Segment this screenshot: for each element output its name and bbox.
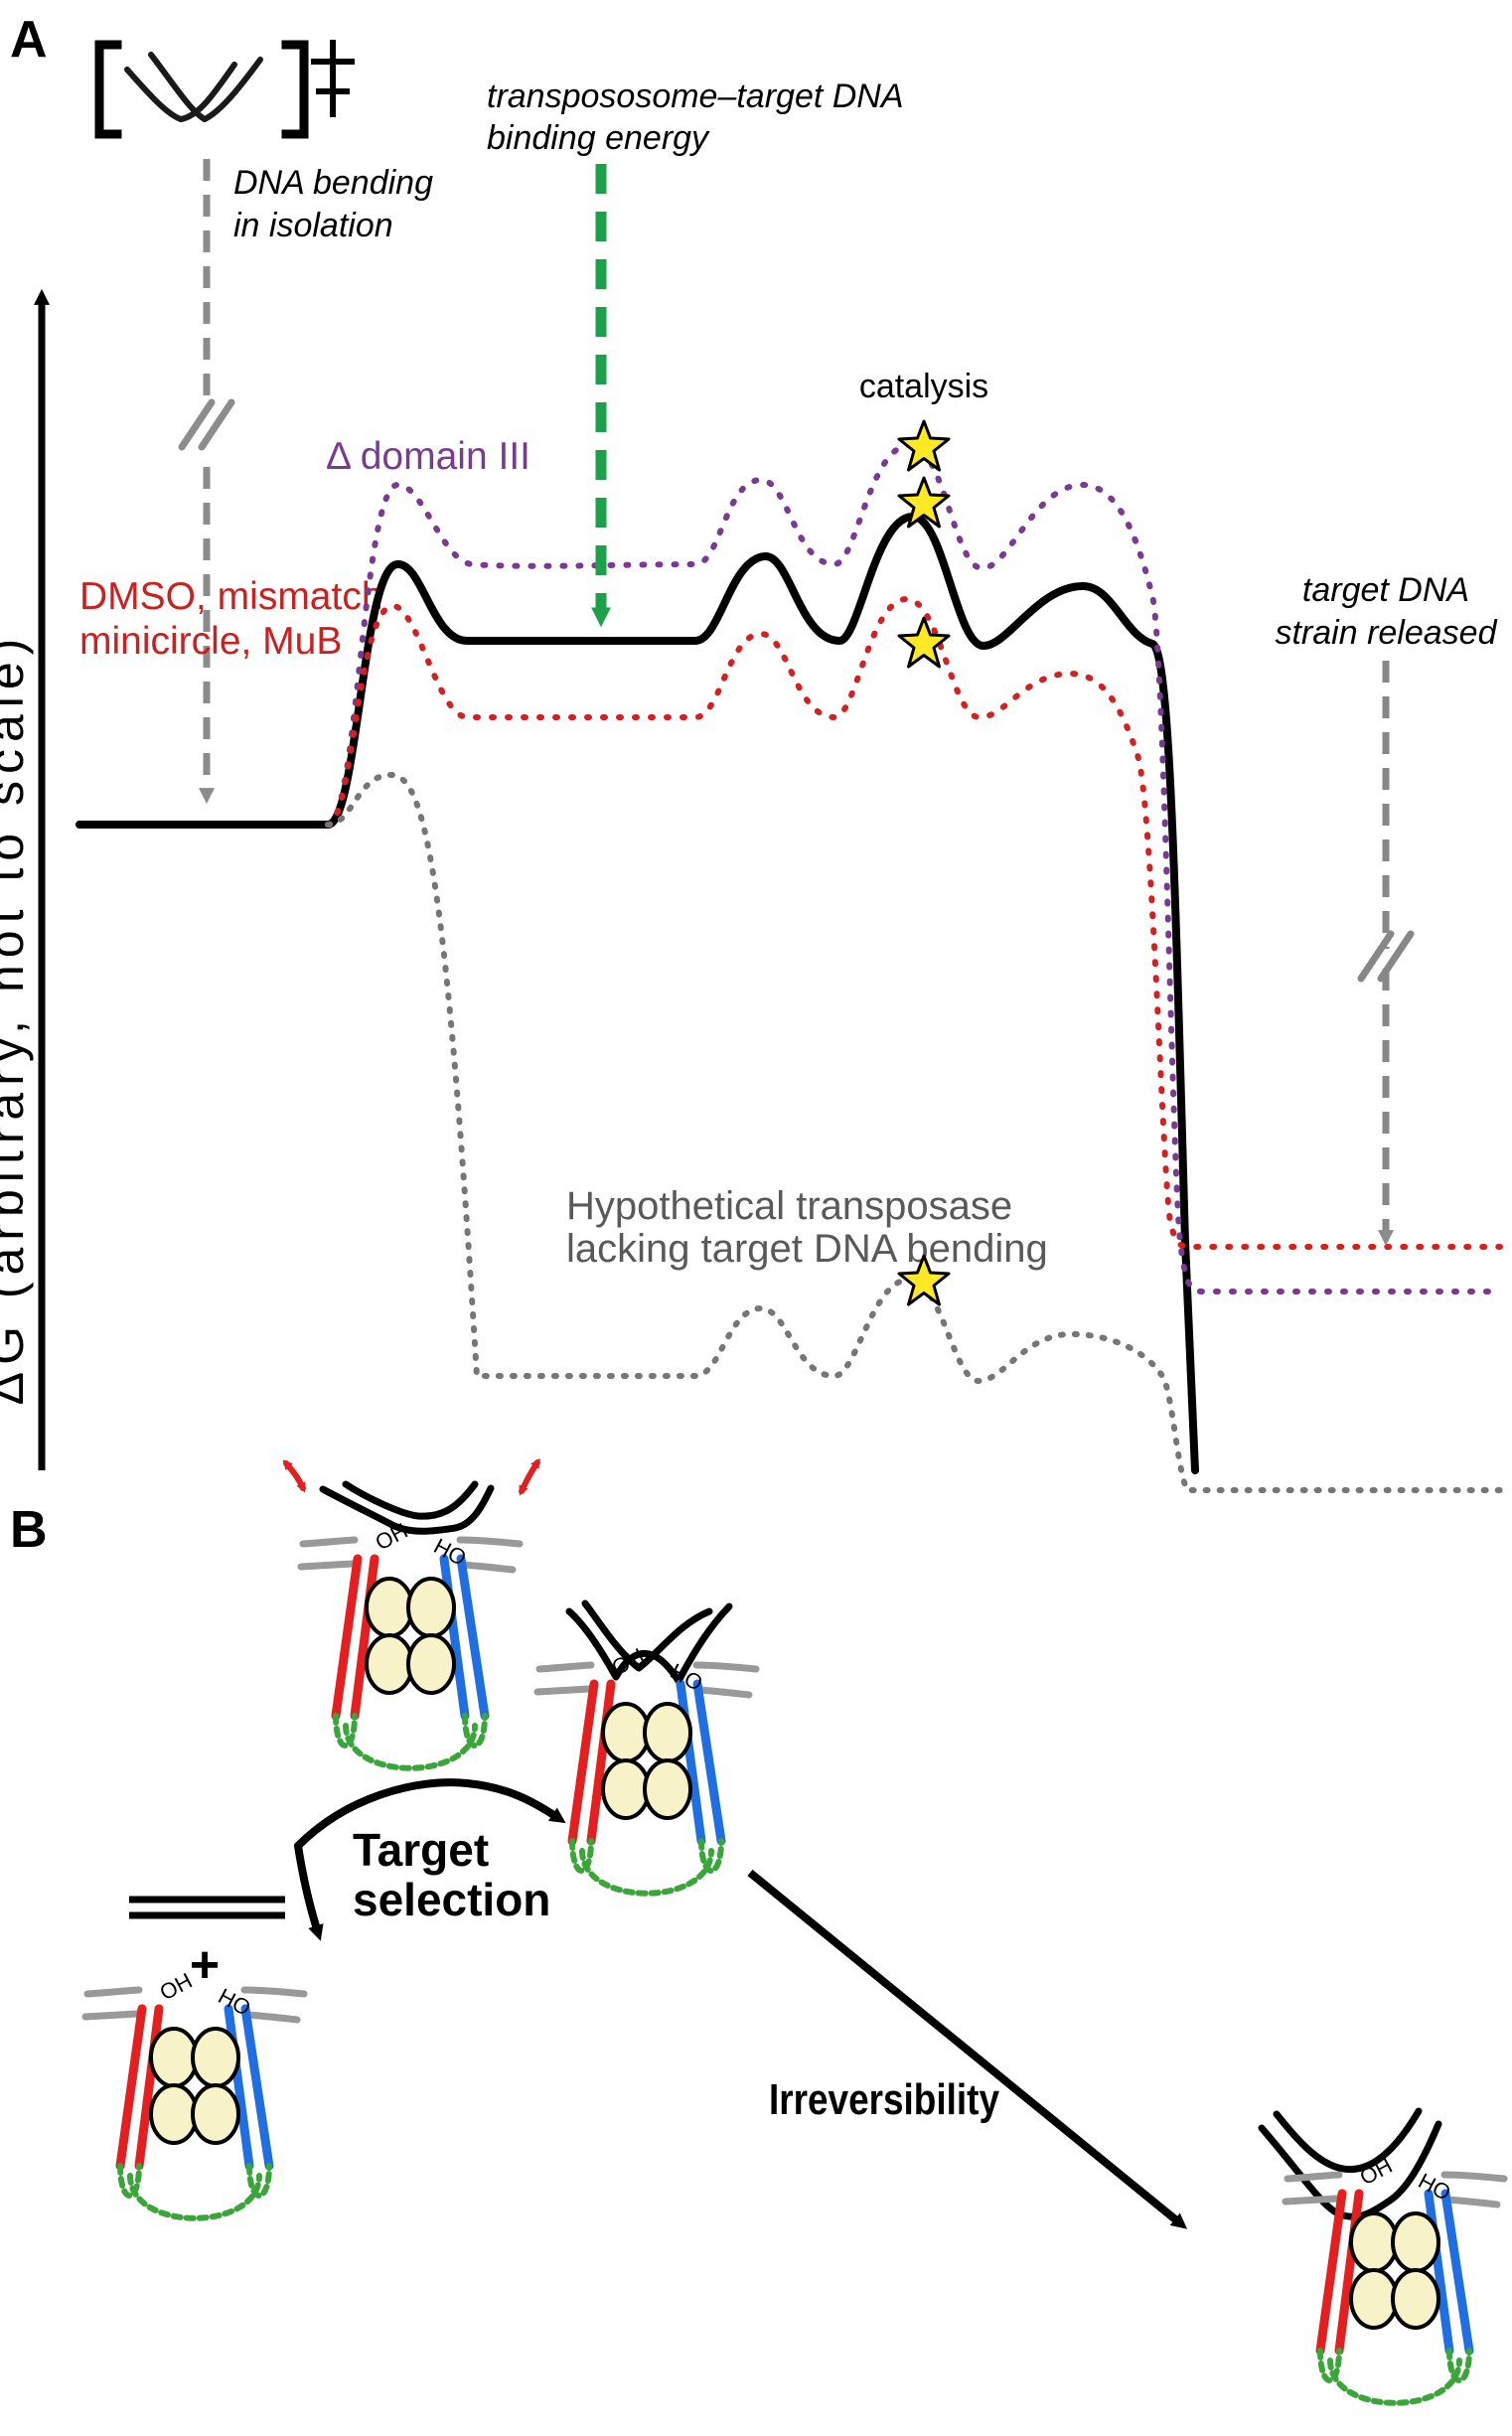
svg-text:DMSO, mismatch: DMSO, mismatch [79, 575, 383, 618]
svg-text:Hypothetical transposase: Hypothetical transposase [566, 1184, 1012, 1228]
svg-text:in isolation: in isolation [233, 207, 393, 244]
svg-text:lacking target DNA bending: lacking target DNA bending [566, 1227, 1048, 1271]
svg-text:selection: selection [353, 1874, 550, 1925]
svg-text:transpososome–target DNA: transpososome–target DNA [487, 77, 904, 115]
svg-text:target DNA: target DNA [1302, 571, 1469, 609]
svg-text:catalysis: catalysis [859, 368, 988, 405]
svg-text:ΔG (arbitrary, not to scale): ΔG (arbitrary, not to scale) [0, 632, 34, 1406]
svg-text:strain released: strain released [1275, 614, 1497, 652]
svg-text:Target: Target [353, 1824, 489, 1876]
svg-text:binding energy: binding energy [487, 119, 710, 157]
svg-text:minicircle, MuB: minicircle, MuB [79, 620, 342, 663]
svg-text:+: + [190, 1936, 220, 1994]
svg-text:DNA bending: DNA bending [233, 164, 433, 202]
svg-text:Δ domain III: Δ domain III [326, 435, 530, 478]
svg-text:Irreversibility: Irreversibility [769, 2075, 999, 2124]
